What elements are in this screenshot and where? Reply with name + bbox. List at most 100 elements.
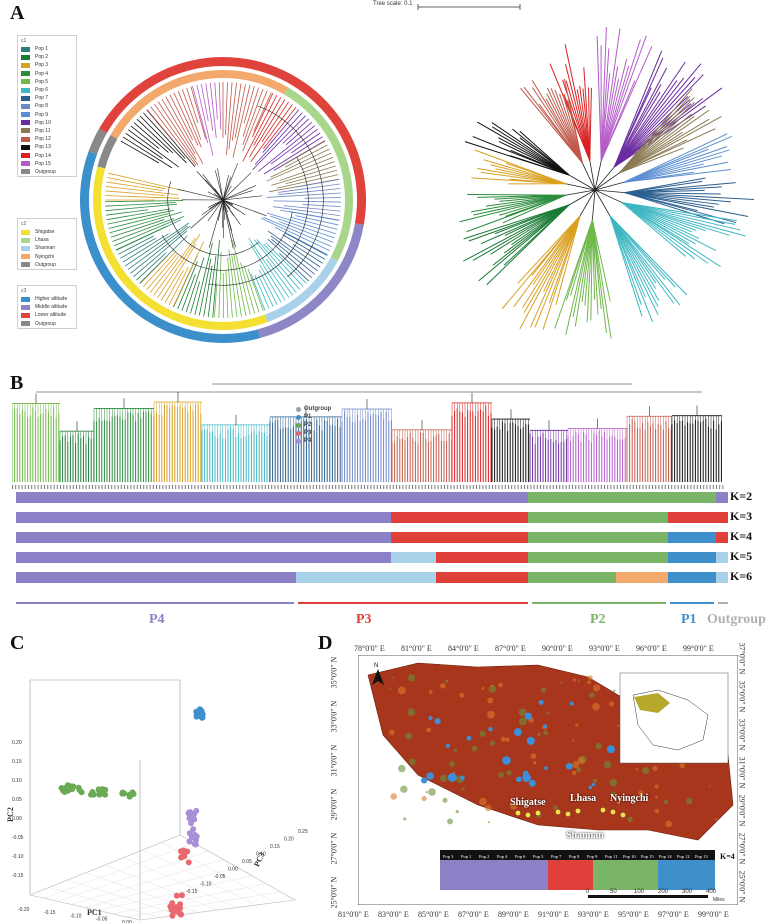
unrooted-branch <box>546 93 583 164</box>
tree-tip-label <box>341 485 343 489</box>
tree-backbone <box>222 185 257 201</box>
lake <box>513 728 522 737</box>
tree-branch <box>150 106 197 166</box>
unrooted-stem <box>594 172 620 191</box>
legend-c1-item: Pop 9 <box>18 111 76 119</box>
unrooted-phylogenetic-tree <box>459 27 755 339</box>
unrooted-branch <box>621 202 721 268</box>
pca-legend-label: P2 <box>304 422 312 428</box>
tree-tip-label <box>31 485 33 489</box>
unrooted-branch <box>550 88 583 164</box>
tree-tip-label <box>300 485 301 489</box>
unrooted-stem <box>565 189 596 196</box>
tree-tip-label <box>216 485 218 489</box>
pca-legend-item: Outgroup <box>296 405 331 413</box>
legend-swatch <box>21 120 30 126</box>
inset-pop-label: Pop 1 <box>461 854 471 859</box>
tree-tip-label <box>290 485 292 489</box>
terrain-texture <box>479 730 486 737</box>
tree-backbone <box>222 185 232 201</box>
unrooted-branch <box>621 202 717 251</box>
terrain-texture <box>547 711 550 715</box>
tree-branch <box>181 89 202 140</box>
pca-point <box>177 911 184 918</box>
inset-pop-label: Pop 5 <box>533 854 544 859</box>
structure-segment <box>391 512 528 523</box>
altitude-ring-segment <box>80 151 261 343</box>
legend-c1-item: Pop 2 <box>18 53 76 61</box>
structure-segment <box>716 532 728 543</box>
tree-tip-label <box>578 485 580 489</box>
tree-branch <box>226 82 233 155</box>
unrooted-stem <box>594 166 615 191</box>
tree-branch <box>232 85 251 158</box>
unrooted-branch <box>538 103 583 164</box>
legend-c3-title: c3 <box>21 288 27 294</box>
tree-tip-label <box>517 485 519 489</box>
tree-tip-label <box>82 485 84 489</box>
inset-k-label: K=4 <box>720 852 735 861</box>
tree-tip-label <box>232 485 234 489</box>
tree-branch <box>157 101 197 160</box>
map-left-tick: 29°0'0" N <box>329 788 339 821</box>
tree-tip-label <box>716 485 717 489</box>
tree-tip-label <box>28 485 29 489</box>
pca-point <box>178 848 185 855</box>
tree-tip-label <box>98 485 100 489</box>
locator-inset <box>619 672 729 764</box>
legend-c3-item: Lower altitude <box>18 311 76 319</box>
unrooted-branch <box>459 194 566 223</box>
tree-tip-label <box>680 485 682 489</box>
terrain-texture <box>577 679 580 682</box>
tree-tip-label <box>520 485 522 489</box>
terrain-texture <box>663 799 669 805</box>
structure-segment <box>16 492 528 503</box>
unrooted-branch <box>613 97 703 168</box>
tree-backbone <box>222 195 263 201</box>
tree-tip-label <box>223 485 225 489</box>
terrain-texture <box>592 702 600 711</box>
unrooted-branch <box>624 189 705 194</box>
legend-label: Lhasa <box>35 237 49 244</box>
tree-branch <box>270 215 335 239</box>
map-left-tick: 27°0'0" N <box>329 832 339 865</box>
inset-structure-segment <box>440 860 548 890</box>
tree-branch <box>190 281 201 314</box>
unrooted-branch <box>529 215 581 328</box>
tree-branch <box>118 235 154 255</box>
tree-branch <box>231 255 242 317</box>
tree-backbone <box>207 199 224 222</box>
unrooted-branch <box>624 192 725 225</box>
tree-backbone <box>214 188 224 201</box>
tree-tip-label <box>431 485 433 489</box>
unrooted-branch <box>519 130 570 176</box>
terrain-texture <box>403 817 407 821</box>
tree-branch <box>109 211 182 234</box>
legend-label: Pop 1 <box>35 46 49 53</box>
unrooted-stem <box>565 183 596 191</box>
tree-branch <box>259 264 282 303</box>
pca-legend-label: P4 <box>304 438 312 444</box>
tree-tip-label <box>440 485 442 489</box>
unrooted-branch <box>621 202 700 239</box>
map-left-tick: 35°0'0" N <box>329 656 339 689</box>
tree-branch <box>296 179 340 188</box>
region-ring-segment <box>330 200 353 262</box>
unrooted-branch <box>622 202 741 231</box>
unrooted-branch <box>492 204 570 266</box>
lake <box>516 776 522 783</box>
tree-tip-label <box>696 485 698 489</box>
tree-tip-label <box>319 485 321 489</box>
terrain-texture <box>455 809 459 814</box>
tree-branch <box>254 112 303 165</box>
terrain-texture <box>409 758 416 766</box>
unrooted-branch <box>613 91 661 168</box>
tree-tip-label <box>277 485 279 489</box>
terrain-texture <box>638 790 644 797</box>
tree-tip-label <box>271 485 273 489</box>
pca-legend-item: P4 <box>296 437 331 445</box>
tree-branch <box>256 239 301 290</box>
tree-tip-label <box>700 485 701 489</box>
tree-branch <box>284 144 328 168</box>
unrooted-branch <box>623 146 728 183</box>
